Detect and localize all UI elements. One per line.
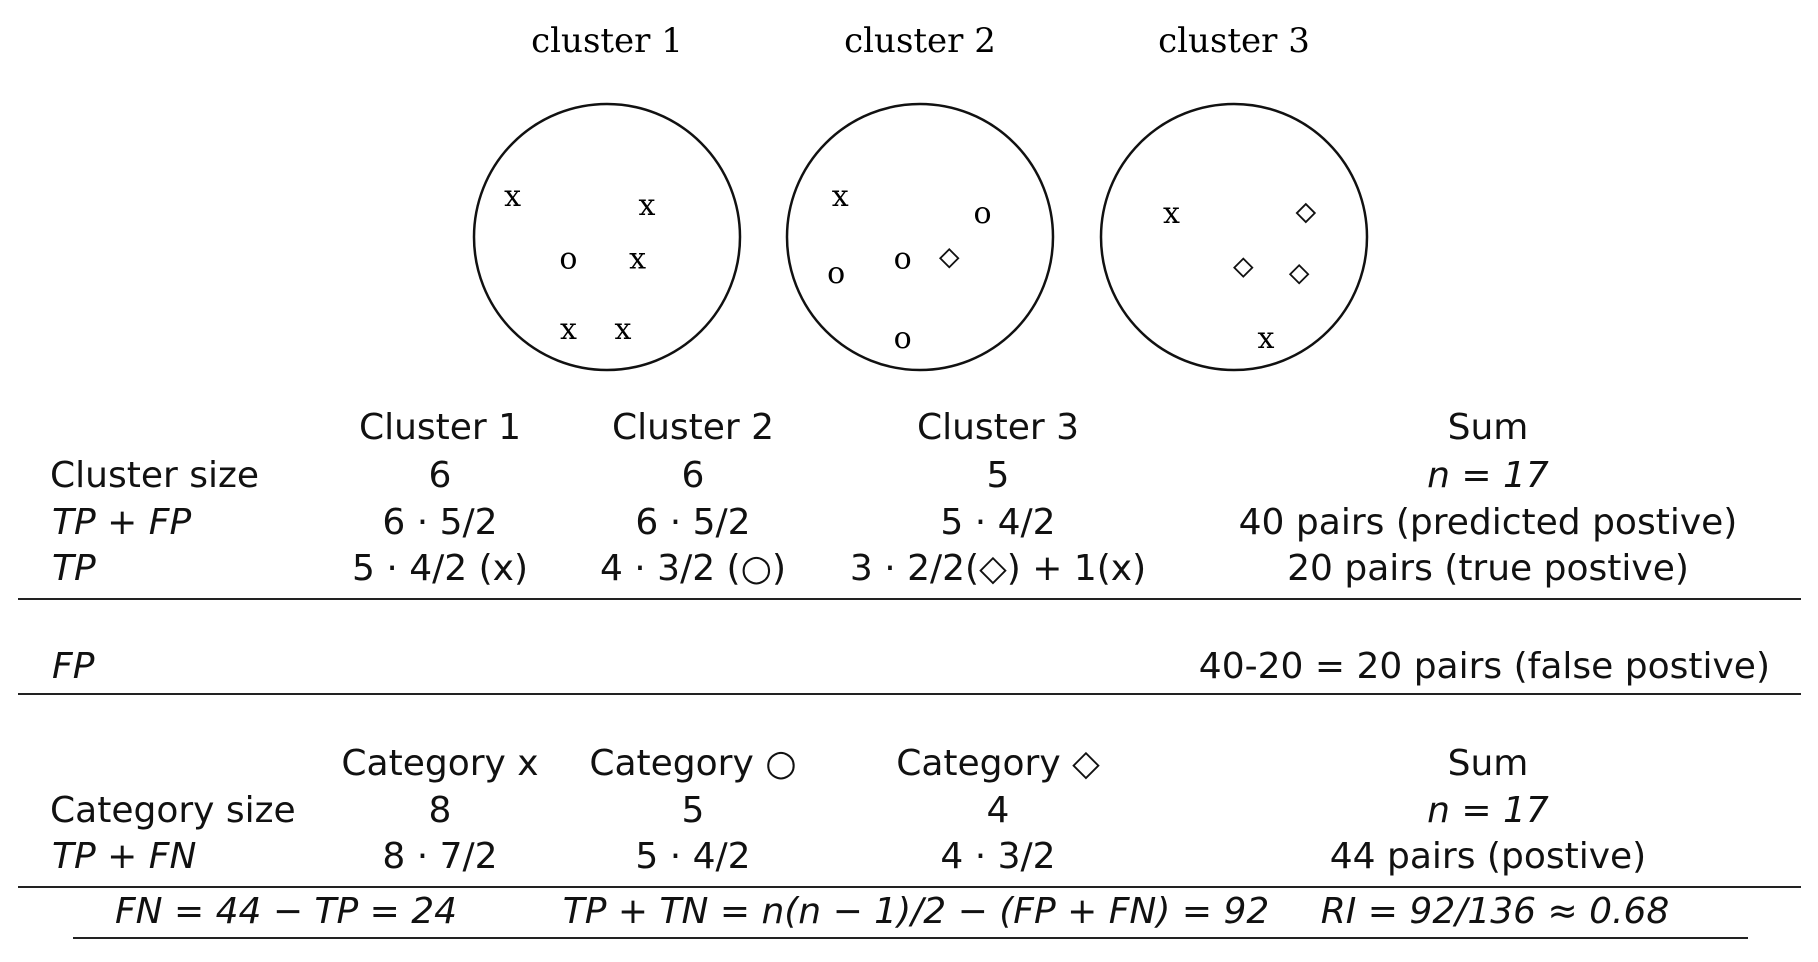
table2-header-sum: Sum [1447, 743, 1529, 784]
tp-fn-sum: 44 pairs (postive) [1329, 836, 1647, 877]
cluster-3-circle [1099, 102, 1369, 372]
tp-tn-equation: TP + TN = n(n − 1)/2 − (FP + FN) = 92 [562, 891, 1270, 932]
tp-fn-diamond: 4 · 3/2 [940, 836, 1056, 877]
cluster-size-3: 5 [986, 455, 1010, 496]
cluster-1-circle [472, 102, 742, 372]
tp-fp-1: 6 · 5/2 [382, 502, 498, 543]
cluster-size-sum: n = 17 [1427, 455, 1549, 496]
ri-equation: RI = 92/136 ≈ 0.68 [1320, 891, 1670, 932]
row-label-tp-fp: TP + FP [52, 502, 192, 543]
cluster-1: cluster 1 x xo xx x [472, 21, 742, 372]
cluster-3-points: xx [1163, 196, 1317, 356]
tp-fp-3: 5 · 4/2 [940, 502, 1056, 543]
tp-fn-circle: 5 · 4/2 [635, 836, 751, 877]
row-label-category-size: Category size [50, 790, 296, 831]
cluster-2-points: x o o o o [827, 179, 991, 356]
x-point-icon: x [560, 312, 577, 347]
x-point-icon: x [614, 312, 631, 347]
table2-header-category-x: Category x [341, 743, 539, 784]
x-point-icon: x [638, 188, 655, 223]
tp-sum: 20 pairs (true postive) [1287, 548, 1689, 589]
tp-3: 3 · 2/2(◇) + 1(x) [849, 548, 1147, 589]
cluster-2: cluster 2 x o o o o [785, 21, 1055, 372]
category-size-sum: n = 17 [1427, 790, 1549, 831]
tp-fn-x: 8 · 7/2 [382, 836, 498, 877]
x-point-icon: x [504, 179, 521, 214]
fp-value: 40-20 = 20 pairs (false postive) [1198, 646, 1770, 687]
diamond-point-icon [1295, 202, 1317, 224]
diamond-point-icon [1288, 263, 1310, 285]
cluster-2-title: cluster 2 [844, 21, 996, 61]
tp-fp-sum: 40 pairs (predicted postive) [1238, 502, 1738, 543]
tp-1: 5 · 4/2 (x) [351, 548, 529, 589]
diamond-point-icon [938, 248, 960, 269]
tp-fp-2: 6 · 5/2 [635, 502, 751, 543]
cluster-1-title: cluster 1 [531, 21, 683, 61]
table1-header-cluster-1: Cluster 1 [358, 407, 522, 448]
cluster-3-title: cluster 3 [1158, 21, 1310, 61]
circle-point-icon: o [894, 321, 912, 356]
cluster-2-circle [785, 102, 1055, 372]
table2-header-category-diamond: Category ◇ [896, 743, 1100, 784]
table1-header-cluster-2: Cluster 2 [611, 407, 775, 448]
category-size-x: 8 [428, 790, 452, 831]
cluster-size-1: 6 [428, 455, 452, 496]
row-label-tp-fn: TP + FN [52, 836, 197, 877]
table1-header-sum: Sum [1447, 407, 1529, 448]
table2-header-category-circle: Category ○ [589, 743, 797, 784]
cluster-size-2: 6 [681, 455, 705, 496]
row-label-fp: FP [52, 646, 95, 687]
circle-point-icon: o [894, 241, 912, 276]
x-point-icon: x [1163, 196, 1180, 231]
circle-point-icon: o [559, 241, 577, 276]
x-point-icon: x [1257, 321, 1274, 356]
x-point-icon: x [629, 241, 646, 276]
circle-point-icon: o [973, 196, 991, 231]
table1-header-cluster-3: Cluster 3 [916, 407, 1080, 448]
row-label-tp: TP [52, 548, 96, 589]
category-size-circle: 5 [681, 790, 705, 831]
cluster-1-points: x xo xx x [504, 179, 655, 347]
cluster-diagram: cluster 1 x xo xx x cluster 2 x oo oo cluster… [472, 21, 1369, 372]
tp-2: 4 · 3/2 (○) [599, 548, 787, 589]
row-label-cluster-size: Cluster size [50, 455, 260, 496]
category-size-diamond: 4 [986, 790, 1010, 831]
fp-bottom-rule [18, 693, 1801, 695]
fn-equation: FN = 44 − TP = 24 [114, 891, 458, 932]
table2-bottom-rule [18, 886, 1801, 888]
x-point-icon: x [832, 179, 849, 214]
result-bottom-rule [73, 937, 1748, 939]
cluster-3: cluster 3 xx [1099, 21, 1369, 372]
table1-bottom-rule [18, 598, 1801, 600]
diamond-point-icon [1233, 257, 1254, 278]
circle-point-icon: o [827, 256, 845, 291]
